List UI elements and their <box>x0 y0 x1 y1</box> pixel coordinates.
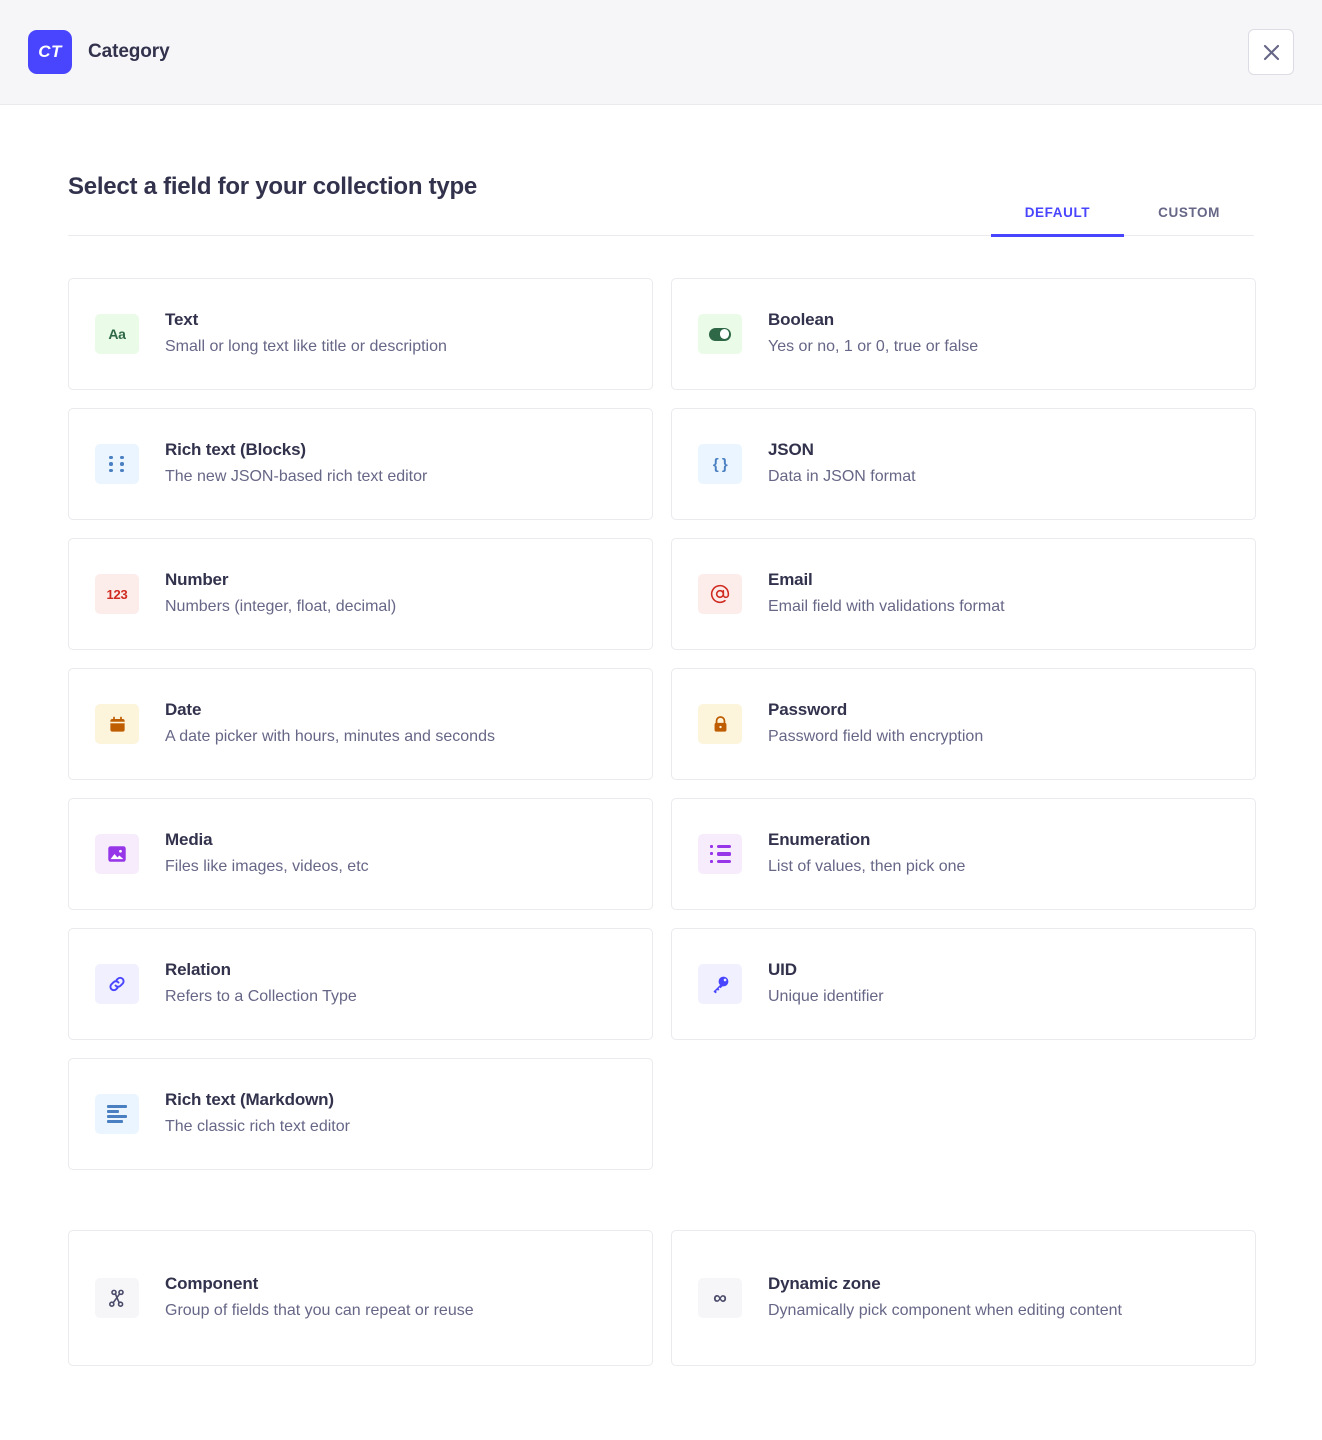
field-card-rich-text-blocks[interactable]: Rich text (Blocks) The new JSON-based ri… <box>68 408 653 520</box>
section-spacer <box>68 1170 1254 1230</box>
blocks-dots-icon-shape <box>109 455 125 473</box>
tab-default[interactable]: DEFAULT <box>990 205 1125 237</box>
field-text: Text Small or long text like title or de… <box>165 310 447 357</box>
field-name: Component <box>165 1274 259 1294</box>
field-description: Unique identifier <box>768 988 884 1006</box>
field-text: Dynamic zone Dynamically pick component … <box>768 1274 1122 1321</box>
infinity-icon: ∞ <box>698 1278 742 1318</box>
field-card-media[interactable]: Media Files like images, videos, etc <box>68 798 653 910</box>
field-source-tabs: DEFAULT CUSTOM <box>990 205 1254 237</box>
field-card-dynamic-zone[interactable]: ∞ Dynamic zone Dynamically pick componen… <box>671 1230 1256 1366</box>
tab-custom[interactable]: CUSTOM <box>1158 205 1220 220</box>
at-sign-icon <box>698 574 742 614</box>
field-text: UID Unique identifier <box>768 960 884 1007</box>
close-button[interactable] <box>1248 29 1294 75</box>
modal-body: Select a field for your collection type … <box>0 105 1322 1366</box>
field-card-boolean[interactable]: Boolean Yes or no, 1 or 0, true or false <box>671 278 1256 390</box>
toggle-icon-shape <box>709 327 731 341</box>
field-name: JSON <box>768 440 814 460</box>
field-card-text[interactable]: Aa Text Small or long text like title or… <box>68 278 653 390</box>
field-description: The classic rich text editor <box>165 1118 350 1136</box>
field-name: Media <box>165 830 213 850</box>
default-field-grid: Aa Text Small or long text like title or… <box>68 278 1256 1170</box>
field-text: Number Numbers (integer, float, decimal) <box>165 570 396 617</box>
field-text: JSON Data in JSON format <box>768 440 916 487</box>
field-text: Rich text (Blocks) The new JSON-based ri… <box>165 440 427 487</box>
field-description: Password field with encryption <box>768 728 984 746</box>
field-card-uid[interactable]: UID Unique identifier <box>671 928 1256 1040</box>
field-name: Relation <box>165 960 231 980</box>
field-name: Date <box>165 700 202 720</box>
component-nodes-icon <box>95 1278 139 1318</box>
field-description: List of values, then pick one <box>768 858 966 876</box>
header-left: CT Category <box>28 30 170 74</box>
advanced-field-grid: Component Group of fields that you can r… <box>68 1230 1256 1366</box>
key-icon <box>698 964 742 1004</box>
field-description: Numbers (integer, float, decimal) <box>165 598 397 616</box>
field-text: Date A date picker with hours, minutes a… <box>165 700 495 747</box>
field-description: Email field with validations format <box>768 598 1005 616</box>
braces-icon: { } <box>698 444 742 484</box>
field-card-rich-text-markdown[interactable]: Rich text (Markdown) The classic rich te… <box>68 1058 653 1170</box>
field-name: Text <box>165 310 199 330</box>
page-title-header: Category <box>88 41 170 62</box>
field-text: Media Files like images, videos, etc <box>165 830 369 877</box>
field-name: Password <box>768 700 848 720</box>
blocks-dots-icon <box>95 444 139 484</box>
field-description: Small or long text like title or descrip… <box>165 338 447 356</box>
field-description: A date picker with hours, minutes and se… <box>165 728 495 746</box>
list-icon <box>698 834 742 874</box>
braces-icon-label: { } <box>712 455 728 473</box>
link-icon <box>95 964 139 1004</box>
field-text: Relation Refers to a Collection Type <box>165 960 357 1007</box>
field-card-email[interactable]: Email Email field with validations forma… <box>671 538 1256 650</box>
field-description: Files like images, videos, etc <box>165 858 369 876</box>
field-name: Rich text (Markdown) <box>165 1090 334 1110</box>
field-card-component[interactable]: Component Group of fields that you can r… <box>68 1230 653 1366</box>
field-text: Enumeration List of values, then pick on… <box>768 830 965 877</box>
section-header: Select a field for your collection type … <box>68 173 1254 237</box>
text-aa-icon-label: Aa <box>108 326 126 342</box>
field-name: UID <box>768 960 797 980</box>
field-text: Component Group of fields that you can r… <box>165 1274 474 1321</box>
number-123-icon-label: 123 <box>106 586 128 602</box>
collection-type-badge: CT <box>28 30 72 74</box>
field-name: Number <box>165 570 229 590</box>
field-card-enumeration[interactable]: Enumeration List of values, then pick on… <box>671 798 1256 910</box>
field-name: Boolean <box>768 310 835 330</box>
infinity-icon-label: ∞ <box>713 1287 727 1309</box>
field-description: Yes or no, 1 or 0, true or false <box>768 338 979 356</box>
image-icon <box>95 834 139 874</box>
field-name: Email <box>768 570 813 590</box>
number-123-icon: 123 <box>95 574 139 614</box>
list-icon-shape <box>709 844 731 864</box>
field-text: Email Email field with validations forma… <box>768 570 1005 617</box>
close-icon <box>1263 44 1280 61</box>
field-text: Boolean Yes or no, 1 or 0, true or false <box>768 310 978 357</box>
field-description: Dynamically pick component when editing … <box>768 1302 1122 1320</box>
field-text: Password Password field with encryption <box>768 700 983 747</box>
field-name: Dynamic zone <box>768 1274 881 1294</box>
field-text: Rich text (Markdown) The classic rich te… <box>165 1090 350 1137</box>
field-card-password[interactable]: Password Password field with encryption <box>671 668 1256 780</box>
modal-header: CT Category <box>0 0 1322 105</box>
field-description: The new JSON-based rich text editor <box>165 468 428 486</box>
field-card-json[interactable]: { } JSON Data in JSON format <box>671 408 1256 520</box>
calendar-icon <box>95 704 139 744</box>
field-name: Rich text (Blocks) <box>165 440 306 460</box>
markdown-lines-icon-shape <box>107 1105 127 1123</box>
toggle-icon <box>698 314 742 354</box>
page-title: Select a field for your collection type <box>68 173 478 200</box>
field-name: Enumeration <box>768 830 871 850</box>
lock-icon <box>698 704 742 744</box>
field-description: Group of fields that you can repeat or r… <box>165 1302 474 1320</box>
field-description: Refers to a Collection Type <box>165 988 357 1006</box>
markdown-lines-icon <box>95 1094 139 1134</box>
field-card-date[interactable]: Date A date picker with hours, minutes a… <box>68 668 653 780</box>
field-card-number[interactable]: 123 Number Numbers (integer, float, deci… <box>68 538 653 650</box>
text-aa-icon: Aa <box>95 314 139 354</box>
field-card-relation[interactable]: Relation Refers to a Collection Type <box>68 928 653 1040</box>
field-description: Data in JSON format <box>768 468 916 486</box>
